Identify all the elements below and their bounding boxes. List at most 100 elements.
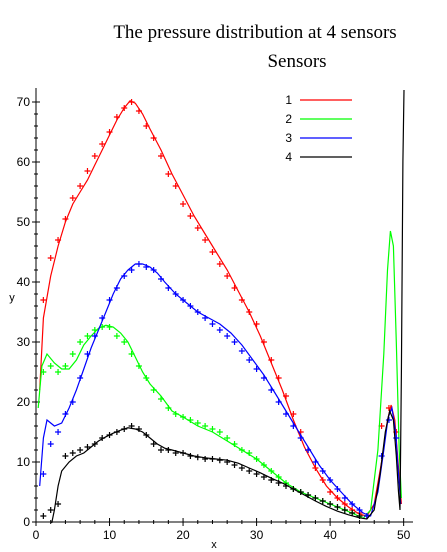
series-4-point (202, 456, 209, 462)
series-3-point (113, 285, 120, 291)
series-2-point (84, 333, 91, 339)
legend-label: 2 (285, 112, 292, 126)
series-1-point (246, 309, 253, 315)
series-1-point (47, 255, 54, 261)
series-4 (40, 89, 405, 523)
series-1-point (106, 129, 113, 135)
series-2-point (106, 324, 113, 330)
series-1-point (128, 99, 135, 105)
legend-label: 4 (285, 150, 292, 164)
series-4-point (305, 492, 312, 498)
series-3-point (187, 303, 194, 309)
series-2-point (158, 396, 164, 402)
x-tick-label: 20 (176, 528, 190, 542)
series-2-point (209, 426, 216, 432)
y-tick-label: 0 (23, 515, 30, 529)
series-2-point (150, 387, 157, 393)
series-1-point (187, 213, 194, 219)
series-1-point (180, 201, 187, 207)
series-3-line (39, 263, 402, 517)
series-3-point (305, 447, 312, 453)
series-4-point (253, 471, 260, 477)
series-4-point (172, 450, 179, 456)
chart-subtitle: Sensors (267, 51, 326, 72)
series-1-point (99, 141, 106, 147)
series-1-point (253, 321, 260, 327)
series-4-point (47, 507, 54, 513)
series-3-point (224, 333, 231, 339)
series-3-point (231, 339, 238, 345)
series-3-point (69, 399, 76, 405)
series-1-point (238, 297, 245, 303)
series-3-point (194, 309, 201, 315)
x-tick-label: 0 (33, 528, 40, 542)
series-4-point (238, 465, 245, 471)
series-1-point (77, 183, 84, 189)
series-1-line (39, 100, 402, 517)
legend-label: 1 (285, 93, 292, 107)
series-4-point (55, 501, 62, 507)
series-4-point (356, 513, 363, 519)
series-4-point (150, 441, 157, 447)
series-2-point (268, 468, 275, 474)
y-tick-label: 40 (17, 275, 31, 289)
series-1-point (143, 123, 150, 129)
series-2-point (275, 474, 282, 480)
series-3-point (62, 411, 69, 417)
series-1-point (312, 465, 319, 471)
series-4-point (187, 453, 194, 459)
legend: 1 2 3 4 (285, 93, 352, 164)
series-3-point (319, 468, 326, 474)
series-4-point (268, 477, 275, 483)
series-4-point (40, 513, 47, 519)
series-1-point (290, 411, 297, 417)
series-1-point (231, 285, 238, 291)
series-4-point (69, 450, 76, 456)
series-1-point (62, 216, 69, 222)
series-4-point (84, 444, 91, 450)
series-2 (37, 230, 402, 520)
series-4-point (128, 423, 135, 429)
series-1-point (202, 237, 209, 243)
series-4-point (290, 486, 297, 492)
y-tick-label: 20 (17, 395, 31, 409)
series-3-point (238, 348, 245, 354)
series-3-point (253, 366, 260, 372)
plot-area: 0 10 20 30 40 50 60 70 0 10 20 30 40 50 (17, 88, 413, 542)
series-3 (39, 261, 402, 519)
x-tick-label: 40 (323, 528, 337, 542)
series-3-point (77, 375, 84, 381)
series-4-point (194, 454, 201, 461)
series-4-point (143, 432, 150, 438)
series-3-point (143, 264, 150, 270)
series-3-point (275, 399, 282, 405)
y-tick-label: 10 (17, 455, 31, 469)
series-4-point (231, 462, 238, 468)
series-4-point (106, 432, 113, 438)
series-1-point (194, 225, 201, 231)
series-3-point (47, 441, 54, 447)
series-4-point (246, 468, 253, 474)
series-3-point (349, 501, 356, 507)
series-3-point (312, 459, 319, 465)
series-1-point (224, 273, 231, 279)
series-4-point (165, 447, 172, 453)
y-tick-label: 50 (17, 215, 31, 229)
series-1-point (172, 183, 179, 189)
series-2-point (121, 339, 128, 345)
y-tick-label: 60 (17, 155, 31, 169)
series-3-point (121, 273, 128, 279)
series-1-point (385, 405, 392, 411)
series-4-point (121, 426, 128, 432)
x-tick-label: 30 (250, 528, 264, 542)
series-1-point (91, 153, 98, 159)
series-4-point (77, 447, 84, 453)
series-3-point (158, 276, 164, 282)
series-2-point (113, 333, 120, 339)
series-2-point (253, 456, 260, 462)
series-2-point (238, 447, 245, 453)
series-4-point (334, 504, 341, 510)
series-4-point (113, 429, 120, 435)
series-3-point (341, 495, 348, 501)
series-1-point (40, 297, 47, 303)
